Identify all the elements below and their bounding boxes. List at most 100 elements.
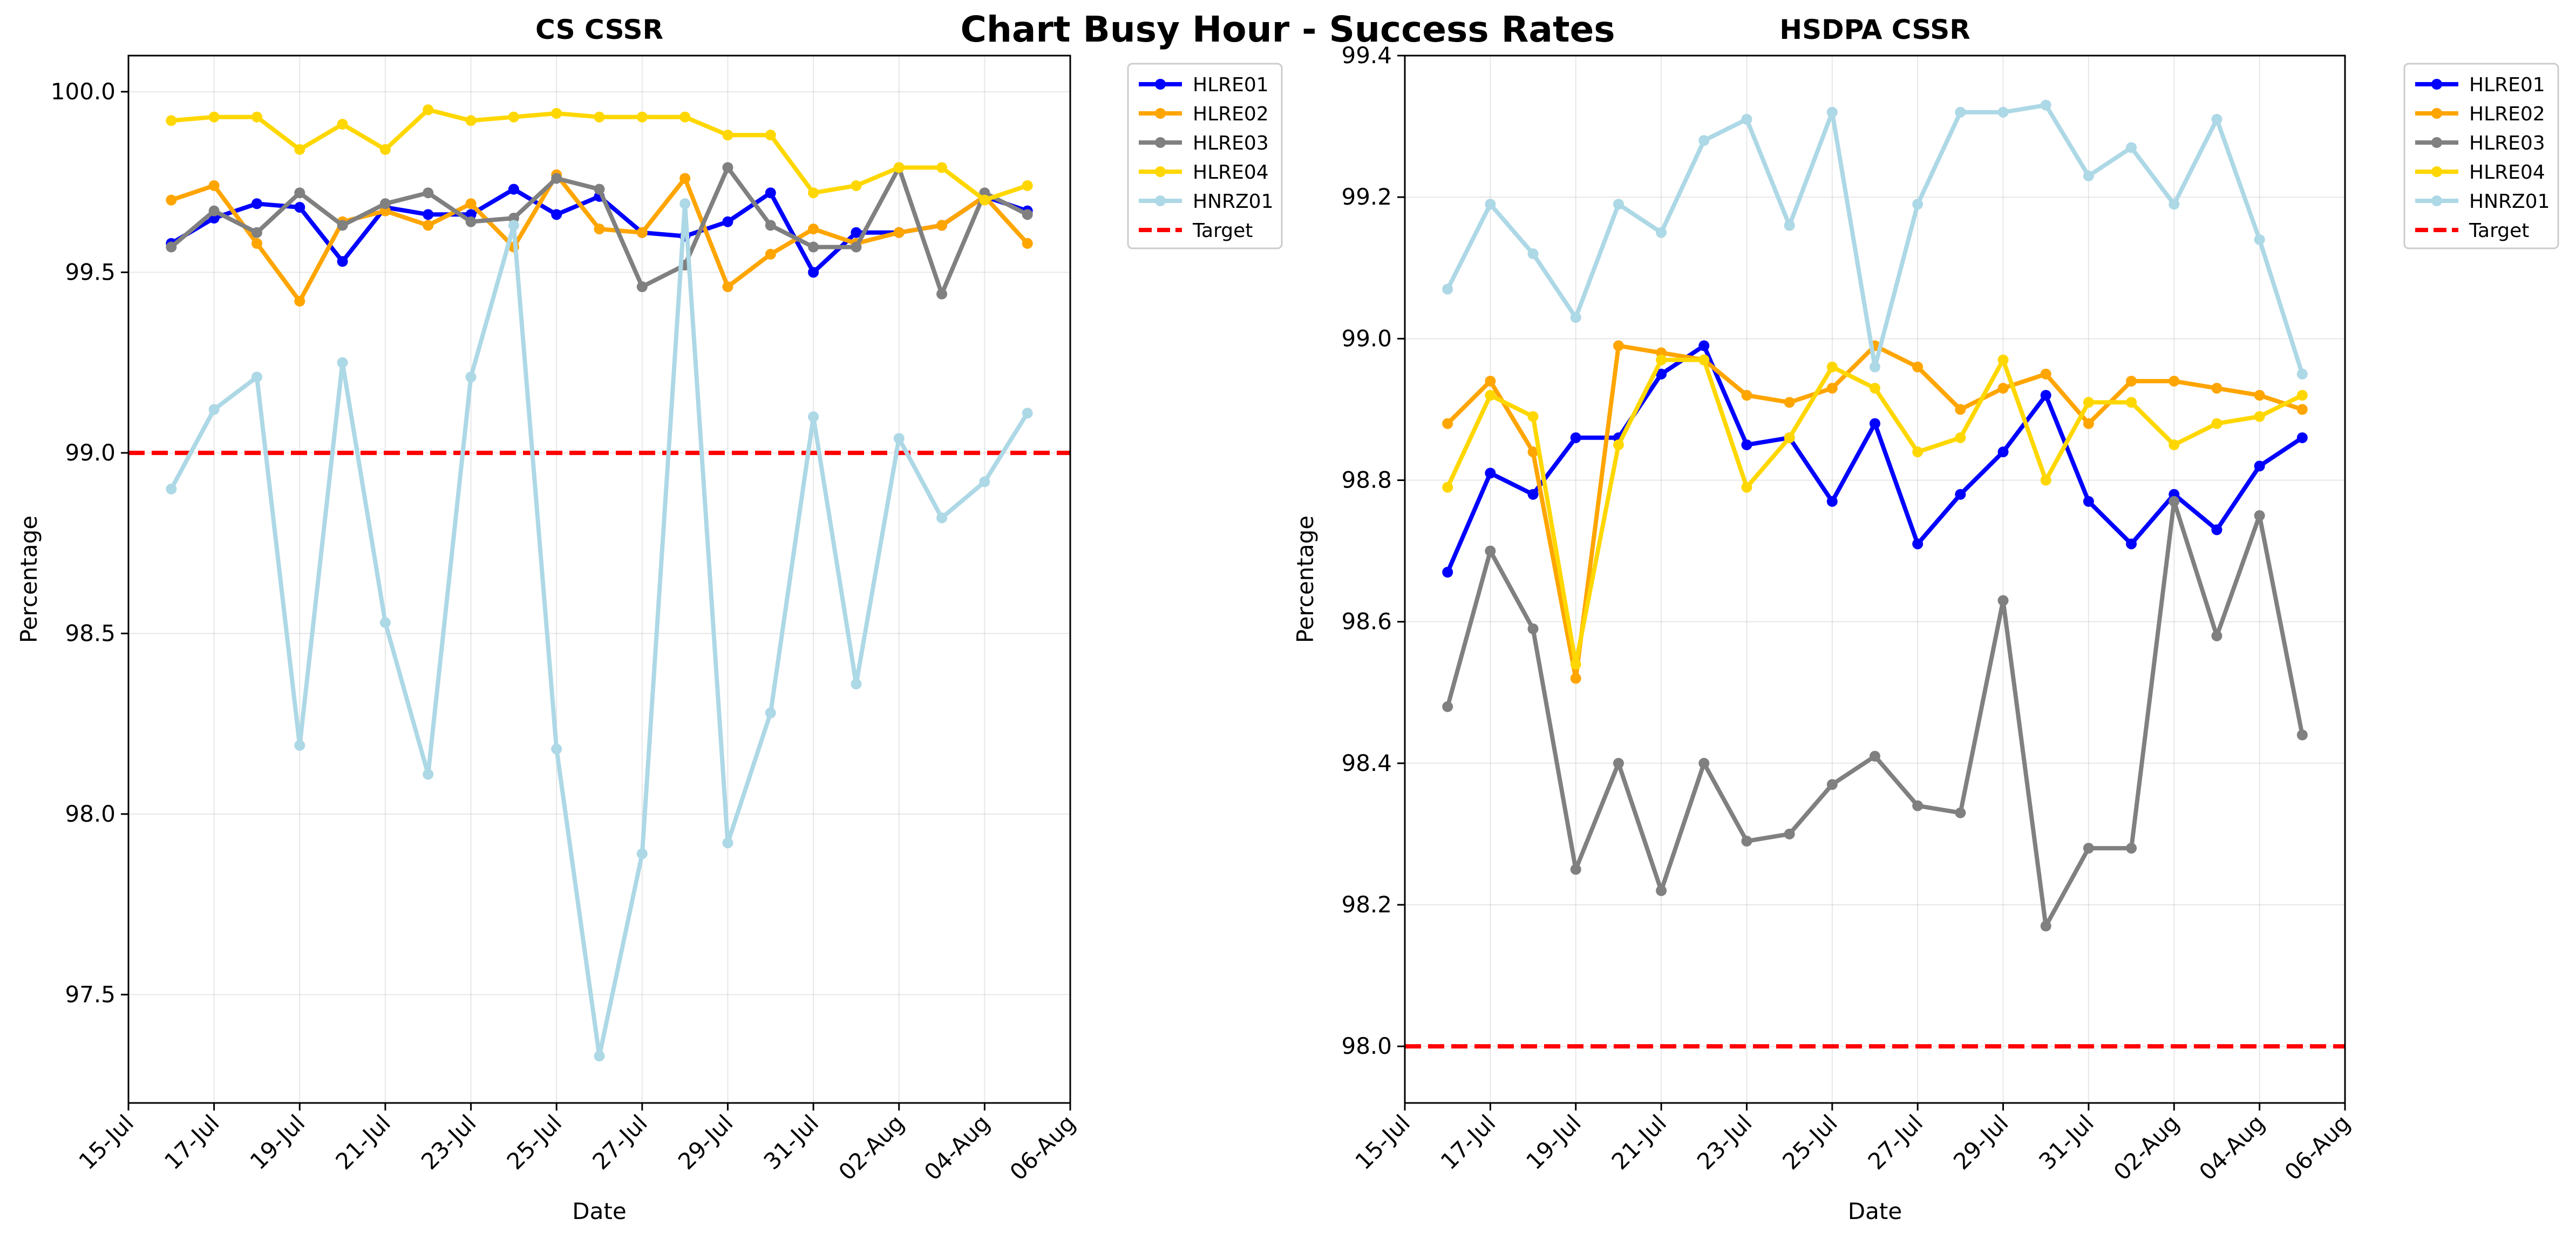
hsdpa-legend: HLRE01 HLRE02 HLRE03 HLRE04 HNRZ01 Target (2403, 63, 2559, 249)
data-point (1442, 418, 1453, 429)
data-point (722, 130, 733, 141)
y-tick-label: 98.8 (1341, 466, 1392, 493)
data-point (465, 115, 477, 126)
data-point (936, 288, 948, 300)
data-point (379, 144, 391, 155)
legend-label: HLRE02 (2469, 103, 2545, 125)
data-point (1784, 397, 1795, 408)
y-tick-label: 98.4 (1341, 750, 1392, 776)
data-point (594, 111, 605, 123)
data-point (1912, 446, 1923, 458)
data-point (208, 404, 220, 415)
data-point (1997, 354, 2009, 365)
legend-marker (2431, 166, 2442, 177)
data-point (1442, 566, 1453, 578)
data-point (2211, 418, 2222, 429)
data-point (1741, 482, 1752, 493)
data-point (551, 743, 562, 755)
data-point (851, 241, 862, 253)
data-point (508, 111, 519, 123)
data-point (551, 209, 562, 220)
data-point (1997, 595, 2009, 606)
data-point (722, 162, 733, 173)
hsdpa-x-axis-label: Date (1848, 1198, 1902, 1224)
data-point (2040, 99, 2051, 111)
cs-legend: HLRE01 HLRE02 HLRE03 HLRE04 HNRZ01 Target (1127, 63, 1283, 249)
data-point (679, 111, 691, 123)
data-point (1784, 828, 1795, 839)
y-tick-label: 99.2 (1341, 184, 1392, 210)
data-point (808, 187, 819, 199)
y-tick-label: 98.0 (65, 801, 115, 827)
data-point (765, 248, 776, 260)
data-point (1870, 418, 1880, 429)
data-point (893, 162, 905, 173)
series-hlre04 (1442, 354, 2308, 670)
data-point (294, 201, 305, 213)
data-point (2126, 397, 2137, 408)
data-point (1741, 439, 1752, 450)
data-point (1698, 135, 1710, 146)
data-point (1527, 623, 1539, 634)
data-point (851, 180, 862, 191)
data-point (166, 115, 177, 126)
data-point (1570, 312, 1581, 323)
data-point (1570, 432, 1581, 443)
data-point (1570, 673, 1581, 684)
data-point (251, 238, 262, 249)
data-point (893, 227, 905, 238)
data-point (1741, 836, 1752, 847)
data-point (465, 198, 477, 209)
cs-y-axis-label: Percentage (16, 516, 42, 643)
data-point (294, 187, 305, 199)
data-point (1826, 106, 1838, 118)
legend-label: HNRZ01 (2469, 191, 2550, 213)
hsdpa-chart-title: HSDPA CSSR (1779, 14, 1970, 45)
data-point (2083, 418, 2094, 429)
hsdpa-axes-frame (1404, 55, 2346, 1104)
data-point (508, 220, 519, 231)
data-point (2296, 404, 2308, 415)
data-point (1527, 248, 1539, 260)
data-point (337, 256, 348, 267)
data-point (679, 173, 691, 184)
data-point (1613, 439, 1624, 450)
legend-marker (2431, 79, 2442, 90)
data-point (208, 205, 220, 216)
legend-label: HLRE03 (2469, 132, 2545, 154)
hsdpa-y-axis-label: Percentage (1292, 516, 1318, 643)
data-point (2126, 142, 2137, 153)
data-point (936, 512, 948, 524)
y-tick-label: 99.0 (65, 439, 115, 466)
legend-label: HLRE01 (1193, 74, 1269, 96)
data-point (465, 371, 477, 383)
data-point (594, 184, 605, 195)
data-point (251, 198, 262, 209)
data-point (2254, 510, 2265, 522)
y-tick-label: 98.5 (65, 620, 115, 646)
data-point (2126, 375, 2137, 387)
data-point (636, 848, 648, 859)
data-point (2211, 383, 2222, 394)
data-point (337, 119, 348, 130)
legend-label: HLRE03 (1193, 132, 1269, 154)
data-point (765, 130, 776, 141)
data-point (2254, 461, 2265, 472)
data-point (851, 227, 862, 238)
data-point (1997, 446, 2009, 458)
data-point (2169, 199, 2180, 210)
data-point (1485, 199, 1496, 210)
data-point (1442, 283, 1453, 295)
data-point (765, 707, 776, 719)
data-point (1912, 199, 1923, 210)
data-point (294, 144, 305, 155)
data-point (2296, 368, 2308, 380)
data-point (1741, 113, 1752, 125)
data-point (1022, 408, 1033, 419)
data-point (2040, 390, 2051, 401)
data-point (1442, 701, 1453, 712)
legend-marker (2431, 195, 2442, 206)
data-point (337, 220, 348, 231)
data-point (594, 224, 605, 235)
